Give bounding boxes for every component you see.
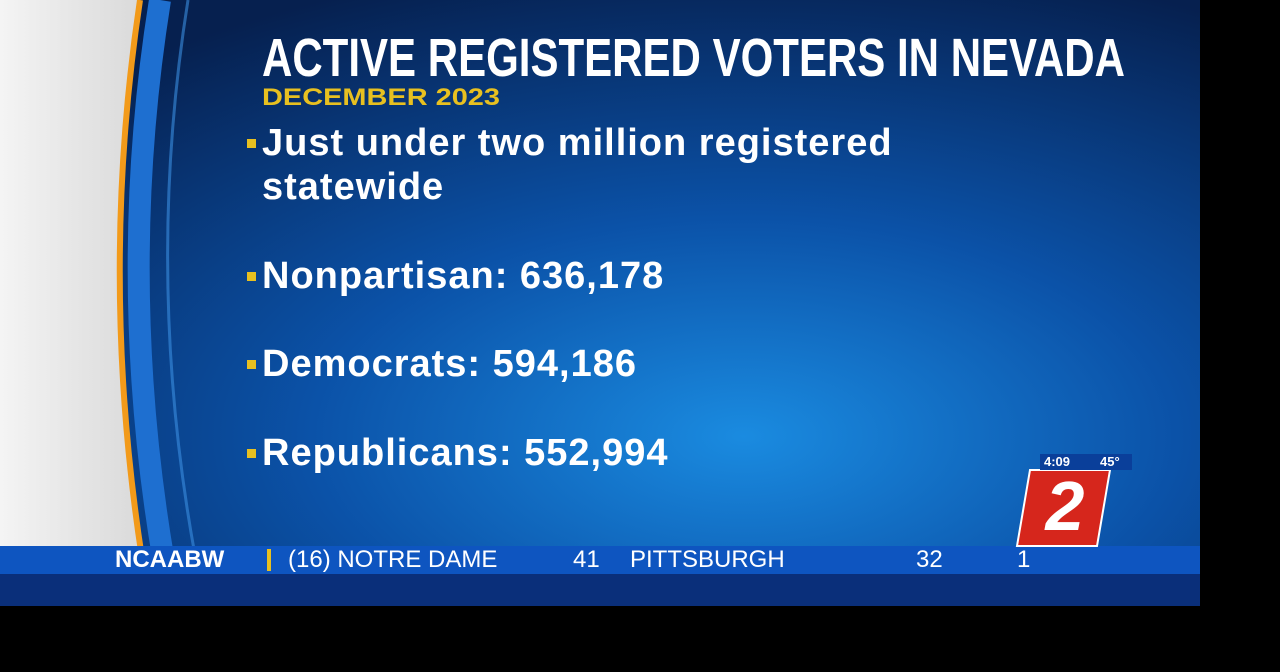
bullet-marker [247,272,256,281]
bullet: Democrats: 594,186 [262,343,637,385]
ticker-league: NCAABW [115,546,225,573]
station-temperature: 45° [1100,454,1120,469]
bullet-marker [247,360,256,369]
background [0,0,1200,606]
station-logo: 2 [1045,467,1085,545]
ticker-period: 1 [1017,546,1031,573]
title: ACTIVE REGISTERED VOTERS IN NEVADA [262,28,1125,88]
ticker-team: (16) NOTRE DAME [288,546,498,573]
bullet-marker [247,139,256,148]
station-time: 4:09 [1044,454,1071,469]
ticker-score: 32 [916,546,943,573]
bullet: Nonpartisan: 636,178 [262,255,665,297]
bullet: Republicans: 552,994 [262,432,669,474]
bullet-marker [247,449,256,458]
title-layer: ACTIVE REGISTERED VOTERS IN NEVADA DECEM… [262,28,1125,111]
bullet: Just under two million registered statew… [262,122,893,208]
ticker-team: PITTSBURGH [630,546,785,573]
ticker-score: 41 [573,546,600,573]
subtitle: DECEMBER 2023 [262,84,500,111]
